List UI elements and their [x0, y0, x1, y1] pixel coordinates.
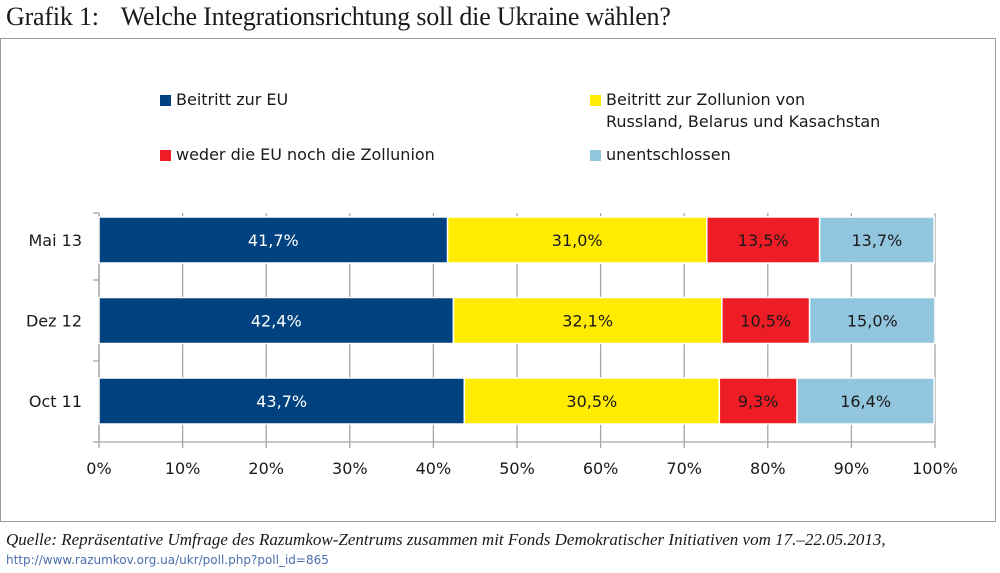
title-text: Welche Integrationsrichtung soll die Ukr…: [120, 2, 671, 31]
bar-segment: [446, 216, 708, 264]
legend-label: Beitritt zur EU: [176, 90, 289, 109]
bar-data-label: 42,4%: [251, 312, 302, 331]
bar-segment: [463, 377, 721, 425]
legend-swatch-undecided: [590, 150, 601, 161]
x-tick-label: 70%: [666, 459, 702, 478]
legend-swatch-eu: [160, 95, 171, 106]
bar-data-label: 10,5%: [740, 312, 791, 331]
bar-segment: [808, 296, 936, 345]
legend-swatch-neither: [160, 150, 171, 161]
legend-item-undecided: unentschlossen: [590, 144, 731, 166]
bar-segment: [452, 296, 723, 345]
bar-segment: [721, 296, 811, 345]
x-tick-label: 40%: [416, 459, 452, 478]
category-label: Oct 11: [29, 392, 82, 411]
legend-label: unentschlossen: [606, 145, 731, 164]
bar-segment: [818, 216, 935, 264]
legend-item-eu: Beitritt zur EU: [160, 89, 289, 111]
bar-data-label: 16,4%: [840, 392, 891, 411]
figure-number: Grafik 1:: [6, 2, 99, 31]
x-tick-label: 60%: [583, 459, 619, 478]
legend-label-line1: Beitritt zur Zollunion von: [606, 90, 806, 109]
x-tick-label: 100%: [912, 459, 958, 478]
bar-segment: [718, 377, 798, 425]
bar-segment: [98, 377, 466, 425]
x-tick-label: 10%: [165, 459, 201, 478]
bar-data-label: 13,5%: [738, 231, 789, 250]
legend-label-line2: Russland, Belarus und Kasachstan: [606, 112, 881, 131]
bar-segment: [98, 296, 455, 345]
x-tick-label: 50%: [499, 459, 535, 478]
bar-segment: [98, 216, 449, 264]
bar-data-label: 9,3%: [738, 392, 779, 411]
chart-title: Grafik 1: Welche Integrationsrichtung sol…: [6, 2, 671, 32]
bar-data-label: 43,7%: [256, 392, 307, 411]
chart-frame: [0, 38, 996, 522]
category-label: Dez 12: [26, 312, 82, 331]
legend-item-customs-union: Beitritt zur Zollunion von Russland, Bel…: [590, 89, 881, 133]
x-tick-label: 30%: [332, 459, 368, 478]
x-tick-label: 90%: [834, 459, 870, 478]
x-tick-label: 80%: [750, 459, 786, 478]
x-tick-label: 20%: [248, 459, 284, 478]
bar-data-label: 32,1%: [562, 312, 613, 331]
bar-segment: [706, 216, 821, 264]
legend-label: weder die EU noch die Zollunion: [176, 145, 435, 164]
bar-data-label: 30,5%: [566, 392, 617, 411]
bar-data-label: 41,7%: [248, 231, 299, 250]
bar-data-label: 13,7%: [851, 231, 902, 250]
category-label: Mai 13: [29, 231, 83, 250]
legend-item-neither: weder die EU noch die Zollunion: [160, 144, 435, 166]
legend-swatch-customs-union: [590, 95, 601, 106]
bar-data-label: 31,0%: [552, 231, 603, 250]
source-note: Quelle: Repräsentative Umfrage des Razum…: [6, 530, 886, 549]
bar-data-label: 15,0%: [847, 312, 898, 331]
bar-segment: [796, 377, 935, 425]
source-link[interactable]: http://www.razumkov.org.ua/ukr/poll.php?…: [6, 553, 329, 567]
x-tick-label: 0%: [86, 459, 111, 478]
